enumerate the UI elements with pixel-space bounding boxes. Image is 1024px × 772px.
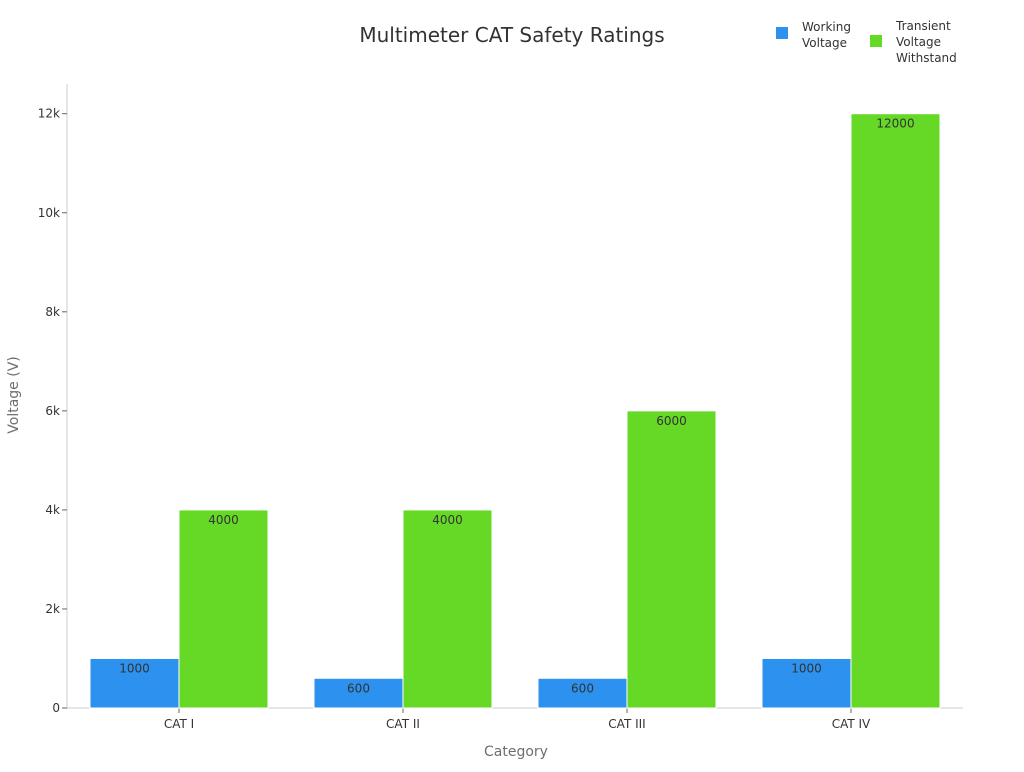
chart-legend: Working Voltage Transient Voltage Withstand (776, 19, 957, 65)
x-tick-label: CAT III (608, 717, 645, 731)
legend-label: Transient Voltage Withstand (895, 19, 957, 65)
data-label: 4000 (208, 513, 239, 527)
y-axis: 0 2k 4k 6k 8k 10k 12k (38, 84, 68, 715)
y-tick-label: 10k (38, 206, 60, 220)
y-tick-label: 6k (45, 404, 60, 418)
legend-item[interactable]: Transient Voltage Withstand (870, 19, 957, 65)
y-tick-label: 4k (45, 503, 60, 517)
x-tick-label: CAT I (164, 717, 194, 731)
data-label: 1000 (119, 661, 150, 675)
legend-label: Working Voltage (802, 20, 851, 50)
bar-working-voltage-2[interactable] (537, 677, 628, 709)
legend-swatch (870, 35, 882, 47)
x-tick-label: CAT IV (832, 717, 871, 731)
y-tick-label: 0 (52, 701, 60, 715)
y-axis-label: Voltage (V) (6, 356, 22, 433)
bar-transient-voltage-0[interactable] (178, 509, 269, 709)
bar-working-voltage-1[interactable] (313, 677, 404, 709)
legend-item[interactable]: Working Voltage (776, 20, 851, 50)
data-label: 600 (571, 681, 594, 695)
data-labels-group: 1000 4000 600 4000 600 6000 1000 12000 (119, 117, 914, 696)
data-label: 6000 (656, 414, 687, 428)
bars-group (89, 113, 941, 709)
y-tick-label: 8k (45, 305, 60, 319)
bar-working-voltage-0[interactable] (89, 657, 180, 709)
y-tick-label: 2k (45, 602, 60, 616)
bar-working-voltage-3[interactable] (761, 657, 852, 709)
legend-swatch (776, 27, 788, 39)
data-label: 4000 (432, 513, 463, 527)
data-label: 1000 (791, 661, 822, 675)
bar-transient-voltage-2[interactable] (626, 410, 717, 709)
bar-transient-voltage-3[interactable] (850, 113, 941, 709)
x-tick-label: CAT II (386, 717, 420, 731)
y-tick-label: 12k (38, 107, 60, 121)
x-axis-label: Category (484, 744, 548, 760)
chart-title: Multimeter CAT Safety Ratings (359, 23, 664, 47)
bar-transient-voltage-1[interactable] (402, 509, 493, 709)
data-label: 12000 (876, 117, 914, 131)
x-axis: CAT I CAT II CAT III CAT IV (67, 707, 963, 731)
data-label: 600 (347, 681, 370, 695)
